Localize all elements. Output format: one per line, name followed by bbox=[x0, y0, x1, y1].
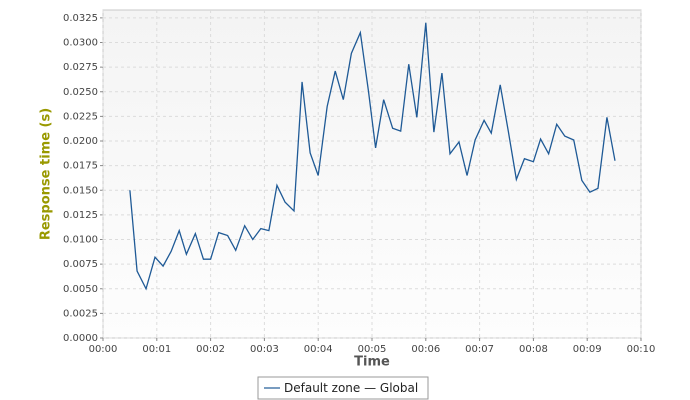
x-tick-label: 00:04 bbox=[304, 344, 333, 355]
x-tick-label: 00:08 bbox=[519, 344, 548, 355]
y-tick-label: 0.0175 bbox=[63, 161, 98, 172]
y-tick-label: 0.0125 bbox=[63, 210, 98, 221]
x-axis-label: Time bbox=[354, 355, 390, 370]
x-tick-label: 00:10 bbox=[627, 344, 656, 355]
y-tick-label: 0.0025 bbox=[63, 308, 98, 319]
x-tick-label: 00:06 bbox=[411, 344, 440, 355]
y-tick-label: 0.0300 bbox=[63, 38, 98, 49]
legend-label: Default zone — Global bbox=[284, 381, 418, 395]
y-tick-label: 0.0200 bbox=[63, 136, 98, 147]
x-tick-label: 00:01 bbox=[142, 344, 171, 355]
x-tick-label: 00:00 bbox=[89, 344, 118, 355]
x-tick-label: 00:09 bbox=[573, 344, 602, 355]
x-tick-label: 00:07 bbox=[465, 344, 494, 355]
y-tick-label: 0.0325 bbox=[63, 13, 98, 24]
y-tick-label: 0.0075 bbox=[63, 259, 98, 270]
x-tick-label: 00:02 bbox=[196, 344, 225, 355]
legend bbox=[257, 376, 429, 400]
y-tick-label: 0.0050 bbox=[63, 284, 98, 295]
y-tick-label: 0.0275 bbox=[63, 62, 98, 73]
y-tick-label: 0.0150 bbox=[63, 185, 98, 196]
y-tick-label: 0.0000 bbox=[63, 333, 98, 344]
line-series bbox=[129, 22, 616, 291]
y-tick-label: 0.0225 bbox=[63, 111, 98, 122]
y-tick-label: 0.0100 bbox=[63, 235, 98, 246]
x-tick-label: 00:03 bbox=[250, 344, 279, 355]
y-tick-label: 0.0250 bbox=[63, 87, 98, 98]
x-tick-label: 00:05 bbox=[358, 344, 387, 355]
y-axis-label: Response time (s) bbox=[39, 108, 54, 240]
